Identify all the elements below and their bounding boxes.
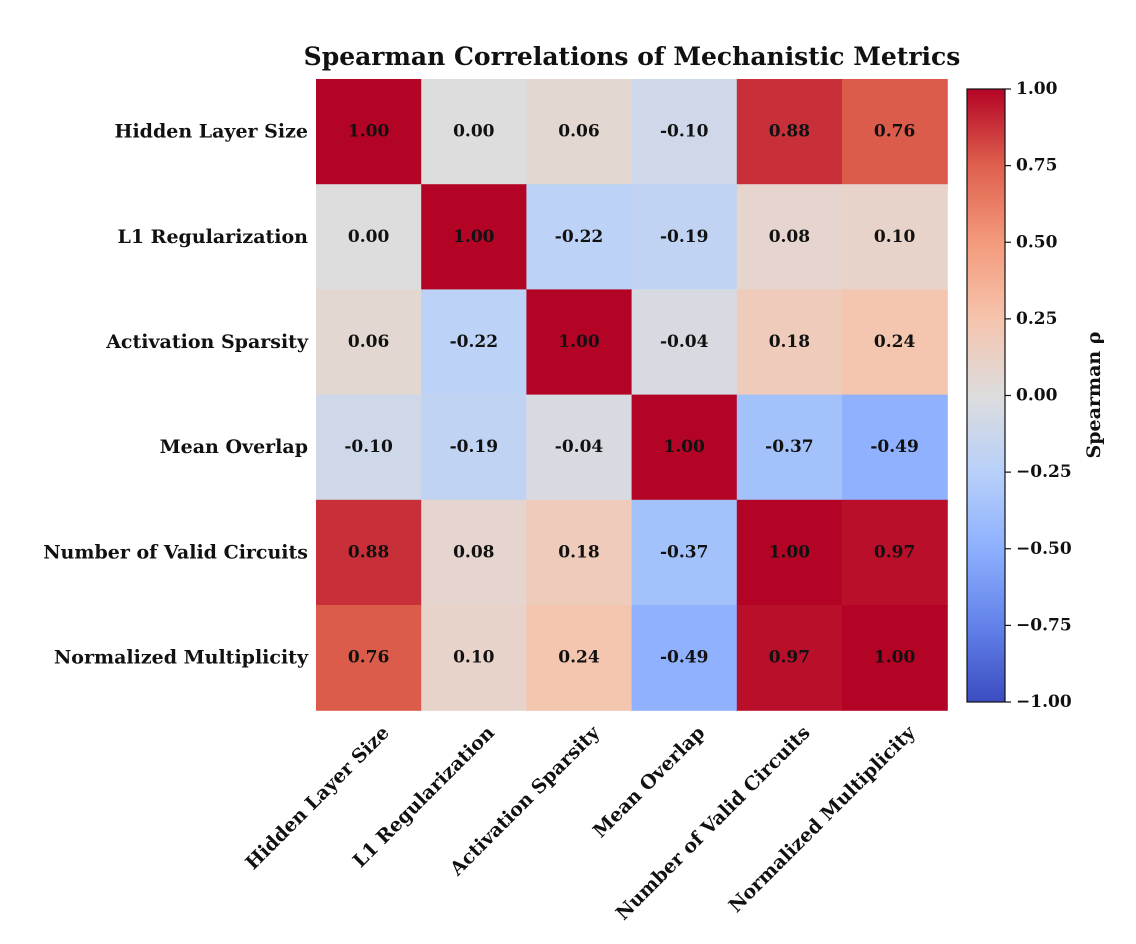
- colorbar-gradient: [966, 88, 1006, 703]
- column-label-number-of-valid-circuits: Number of Valid Circuits: [612, 722, 815, 925]
- cell-value-label: -0.22: [450, 332, 498, 352]
- colorbar: 1.00 0.75 0.50 0.25 0.00 −0.25 −0.50 −0.75 −1.00…: [966, 79, 1105, 712]
- heatmap-cell: [421, 605, 527, 711]
- cell-value-label: -0.49: [870, 437, 918, 457]
- heatmap-cell: [526, 289, 633, 396]
- cell-value-label: -0.19: [450, 437, 498, 457]
- cell-value-label: -0.04: [555, 437, 604, 457]
- row-label-normalized-multiplicity: Normalized Multiplicity: [54, 647, 309, 669]
- cell-value-label: 1.00: [453, 227, 495, 247]
- heatmap-cell: [736, 289, 843, 396]
- cell-value-label: 0.08: [769, 227, 810, 247]
- row-labels: Hidden Layer Size L1 Regularization Activa…: [43, 121, 309, 669]
- cell-value-label: 0.76: [348, 648, 389, 668]
- cell-value-label: 0.76: [874, 122, 915, 142]
- heatmap-cell: [842, 79, 948, 185]
- cell-value-label: 0.00: [453, 122, 495, 142]
- cell-value-label: 0.08: [453, 542, 494, 562]
- colorbar-tick-label: −0.50: [1016, 539, 1072, 559]
- heatmap-cell: [842, 289, 948, 396]
- heatmap-cell: [842, 605, 948, 711]
- colorbar-tick-label: 1.00: [1016, 79, 1058, 99]
- heatmap-cell: [316, 289, 422, 396]
- colorbar-tick-label: 0.25: [1016, 309, 1057, 329]
- heatmap-cell: [421, 499, 527, 606]
- heatmap-cell: [842, 394, 948, 501]
- colorbar-tick-label: −0.25: [1016, 462, 1072, 482]
- row-label-mean-overlap: Mean Overlap: [160, 436, 308, 458]
- colorbar-label: Spearman ρ: [1083, 332, 1105, 459]
- cell-value-label: 0.88: [348, 542, 389, 562]
- cell-value-label: 1.00: [874, 648, 916, 668]
- heatmap-cell: [736, 79, 843, 185]
- heatmap-cell: [842, 184, 948, 290]
- cell-value-label: 0.97: [874, 542, 915, 562]
- row-label-l1-regularization: L1 Regularization: [117, 226, 308, 248]
- cell-value-label: 1.00: [663, 437, 705, 457]
- row-label-hidden-layer-size: Hidden Layer Size: [115, 121, 309, 143]
- heatmap-cell: [526, 605, 633, 711]
- heatmap-cells: 1.00 0.00 0.06 -0.10 0.88 0.76 0.00 1.00 -0.22 -0…: [316, 79, 948, 711]
- cell-value-label: 0.88: [769, 122, 810, 142]
- heatmap-cell: [736, 499, 843, 606]
- colorbar-tick-label: −1.00: [1016, 692, 1072, 712]
- cell-value-label: -0.37: [765, 437, 813, 457]
- cell-value-label: -0.10: [660, 122, 709, 142]
- cell-value-label: 0.00: [348, 227, 390, 247]
- cell-value-label: 0.06: [348, 332, 389, 352]
- heatmap-cell: [736, 184, 843, 290]
- cell-value-label: 1.00: [769, 542, 811, 562]
- cell-value-label: -0.04: [660, 332, 709, 352]
- heatmap-cell: [316, 499, 422, 606]
- heatmap-cell: [631, 184, 738, 290]
- heatmap-cell: [736, 394, 843, 501]
- cell-value-label: -0.22: [555, 227, 603, 247]
- heatmap-cell: [631, 605, 738, 711]
- cell-value-label: -0.19: [660, 227, 708, 247]
- heatmap-cell: [421, 184, 527, 290]
- colorbar-tick-label: −0.75: [1016, 615, 1072, 635]
- column-label-mean-overlap: Mean Overlap: [589, 722, 709, 842]
- heatmap-cell: [421, 289, 527, 396]
- heatmap-cell: [842, 499, 948, 606]
- heatmap-cell: [631, 79, 738, 185]
- column-label-normalized-multiplicity: Normalized Multiplicity: [725, 721, 921, 917]
- heatmap-cell: [526, 394, 633, 501]
- row-label-number-of-valid-circuits: Number of Valid Circuits: [43, 541, 308, 563]
- heatmap-cell: [736, 605, 843, 711]
- cell-value-label: 1.00: [348, 122, 390, 142]
- colorbar-tick-label: 0.50: [1016, 232, 1058, 252]
- heatmap-cell: [526, 499, 633, 606]
- row-label-activation-sparsity: Activation Sparsity: [105, 331, 309, 353]
- heatmap-cell: [316, 79, 422, 185]
- heatmap-cell: [526, 184, 633, 290]
- cell-value-label: -0.10: [344, 437, 393, 457]
- cell-value-label: 1.00: [558, 332, 600, 352]
- heatmap-cell: [421, 394, 527, 501]
- heatmap-cell: [316, 394, 422, 501]
- cell-value-label: 0.97: [769, 648, 810, 668]
- chart-title: Spearman Correlations of Mechanistic Met…: [304, 42, 961, 71]
- heatmap-cell: [316, 605, 422, 711]
- cell-value-label: 0.06: [558, 122, 599, 142]
- cell-value-label: -0.37: [660, 542, 708, 562]
- heatmap-cell: [631, 394, 738, 501]
- cell-value-label: 0.18: [558, 542, 599, 562]
- heatmap-cell: [526, 79, 633, 185]
- heatmap-cell: [421, 79, 527, 185]
- colorbar-ticks: 1.00 0.75 0.50 0.25 0.00 −0.25 −0.50 −0.75 −1.00: [1005, 79, 1072, 712]
- colorbar-tick-label: 0.75: [1016, 156, 1057, 176]
- cell-value-label: 0.10: [874, 227, 916, 247]
- cell-value-label: -0.49: [660, 648, 708, 668]
- cell-value-label: 0.24: [558, 648, 600, 668]
- cell-value-label: 0.10: [453, 648, 495, 668]
- colorbar-tick-label: 0.00: [1016, 386, 1058, 406]
- cell-value-label: 0.24: [874, 332, 916, 352]
- cell-value-label: 0.18: [769, 332, 810, 352]
- heatmap-cell: [316, 184, 422, 290]
- heatmap-cell: [631, 499, 738, 606]
- heatmap-cell: [631, 289, 738, 396]
